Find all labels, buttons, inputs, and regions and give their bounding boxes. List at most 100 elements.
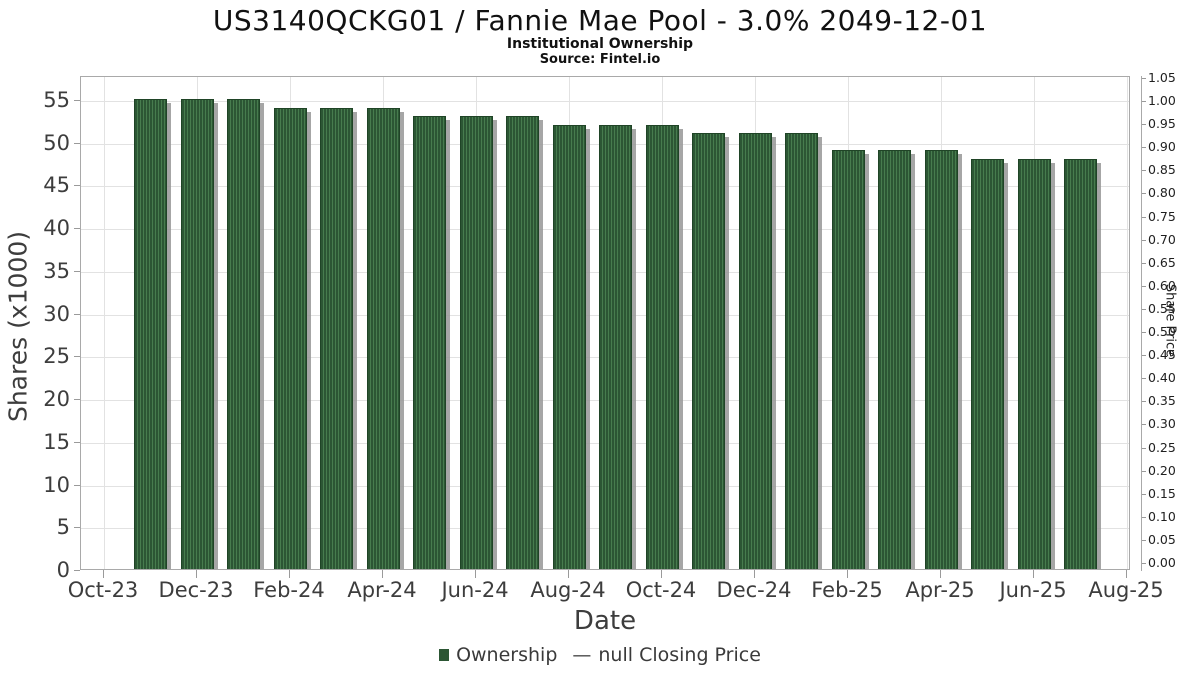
y-axis-tick-label: 5 <box>56 515 70 540</box>
price-axis-tick-label: 0.85 <box>1148 162 1176 178</box>
x-axis-tick-label: Dec-23 <box>158 578 234 602</box>
y-axis-tick <box>74 185 80 187</box>
price-axis-tick-label: 0.40 <box>1148 370 1176 386</box>
ownership-bar[interactable] <box>413 116 446 569</box>
legend-label-ownership: Ownership <box>456 644 558 666</box>
price-axis-tick <box>1141 216 1146 218</box>
x-axis-tick <box>103 570 104 578</box>
price-axis-tick-label: 0.30 <box>1148 416 1176 432</box>
price-axis-tick <box>1141 424 1146 426</box>
ownership-bar[interactable] <box>692 133 725 569</box>
x-axis-tick-label: Dec-24 <box>716 578 792 602</box>
price-axis-tick <box>1141 493 1146 495</box>
ownership-bar[interactable] <box>459 116 493 569</box>
price-axis-tick <box>1141 332 1146 334</box>
price-axis-tick-label: 1.00 <box>1148 93 1176 109</box>
price-axis-tick-label: 0.55 <box>1148 300 1176 316</box>
x-axis-tick <box>196 570 197 578</box>
y-axis-tick-label: 25 <box>43 344 70 369</box>
price-axis-tick <box>1141 193 1146 195</box>
y-axis-right-title: Share Price <box>1162 283 1178 358</box>
ownership-bar[interactable] <box>552 124 586 569</box>
ownership-bar[interactable] <box>831 150 865 569</box>
x-axis-tick-label: Feb-25 <box>811 578 883 602</box>
x-axis-tick-label: Apr-24 <box>347 578 417 602</box>
x-axis-tick-label: Jun-25 <box>999 578 1067 602</box>
y-axis-tick-label: 40 <box>43 216 70 241</box>
price-axis-tick <box>1141 78 1146 79</box>
price-axis-tick <box>1141 147 1146 149</box>
ownership-bar[interactable] <box>320 107 353 569</box>
y-axis-tick-label: 15 <box>43 429 70 454</box>
price-axis-tick <box>1141 563 1146 564</box>
y-axis-tick-label: 10 <box>43 472 70 497</box>
price-axis-tick <box>1141 262 1146 264</box>
legend-label-closing-price: null Closing Price <box>598 644 761 666</box>
ownership-bar[interactable] <box>366 107 400 569</box>
ownership-bar[interactable] <box>645 124 679 569</box>
price-axis-tick-label: 0.50 <box>1148 324 1176 340</box>
y-axis-tick-label: 55 <box>43 88 70 112</box>
grid-line-v <box>1127 77 1128 569</box>
price-axis-tick-label: 0.10 <box>1148 508 1176 524</box>
price-axis-tick <box>1141 378 1146 380</box>
x-axis-tick <box>289 570 290 578</box>
ownership-bar[interactable] <box>180 99 214 569</box>
x-axis-tick-label: Oct-24 <box>625 578 697 602</box>
y-axis-tick <box>74 100 80 101</box>
ownership-bar[interactable] <box>227 99 260 569</box>
ownership-bar[interactable] <box>1017 158 1051 569</box>
price-axis-tick-label: 1.05 <box>1148 70 1176 85</box>
chart-title: US3140QCKG01 / Fannie Mae Pool - 3.0% 20… <box>212 4 988 37</box>
y-axis-tick <box>74 441 80 443</box>
ownership-bar[interactable] <box>924 150 958 569</box>
y-axis-tick-label: 45 <box>43 173 70 198</box>
price-axis-tick-label: 0.70 <box>1148 231 1176 247</box>
x-axis-tick <box>754 570 755 578</box>
y-axis-left-title: Shares (x1000) <box>3 230 33 423</box>
price-axis-tick-label: 0.20 <box>1148 462 1176 478</box>
y-axis-tick <box>74 356 80 358</box>
price-axis-tick-label: 0.65 <box>1148 254 1176 270</box>
ownership-bar[interactable] <box>785 133 818 569</box>
ownership-bar[interactable] <box>599 124 632 569</box>
x-axis-tick <box>1126 570 1127 578</box>
price-axis-tick <box>1141 124 1146 126</box>
y-axis-tick-label: 30 <box>43 301 70 326</box>
x-axis-tick <box>847 570 848 578</box>
x-axis-tick <box>1033 570 1034 578</box>
ownership-bar[interactable] <box>506 116 539 569</box>
price-axis-tick-label: 0.00 <box>1148 555 1176 570</box>
x-axis-tick <box>382 570 383 578</box>
price-axis-tick-label: 0.45 <box>1148 347 1176 363</box>
chart-subtitle: Institutional Ownership <box>506 36 694 52</box>
y-axis-tick <box>74 228 80 230</box>
price-axis-tick <box>1141 285 1146 287</box>
y-axis-tick-label: 35 <box>43 258 70 283</box>
price-axis-tick <box>1141 539 1146 541</box>
y-axis-tick-label: 20 <box>43 387 70 412</box>
price-axis-tick <box>1141 447 1146 449</box>
y-axis-tick <box>74 142 80 144</box>
x-axis-tick <box>475 570 476 578</box>
y-axis-tick-label: 50 <box>43 130 70 155</box>
ownership-bar[interactable] <box>738 133 772 569</box>
ownership-bar[interactable] <box>1064 158 1097 569</box>
x-axis-tick <box>661 570 662 578</box>
price-axis-tick-label: 0.90 <box>1148 139 1176 155</box>
price-axis-tick-label: 0.75 <box>1148 208 1176 224</box>
ownership-bar[interactable] <box>273 107 307 569</box>
x-axis-tick-label: Oct-23 <box>67 578 139 602</box>
y-axis-tick-label: 0 <box>56 558 70 582</box>
x-axis-title: Date <box>573 606 637 636</box>
plot-area <box>80 76 1130 570</box>
ownership-legend-swatch-icon <box>439 649 450 661</box>
legend: Ownership — null Closing Price <box>0 644 1200 666</box>
price-axis-tick-label: 0.05 <box>1148 531 1176 547</box>
price-axis-spine <box>1141 76 1142 571</box>
ownership-bar[interactable] <box>971 158 1004 569</box>
closing-price-legend-dash-icon: — <box>572 644 592 666</box>
ownership-bar[interactable] <box>134 99 167 569</box>
ownership-bar[interactable] <box>878 150 911 569</box>
y-axis-tick <box>74 570 80 571</box>
